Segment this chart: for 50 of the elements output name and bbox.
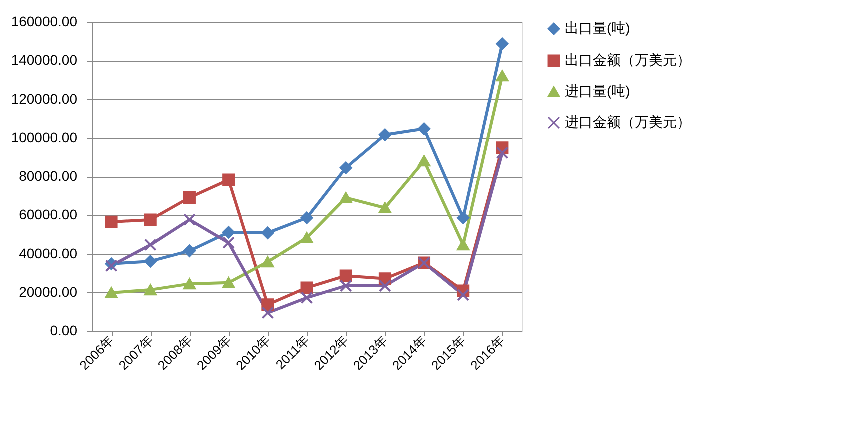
point [378,280,392,292]
y-tick-label: 0.00 [50,322,78,338]
point [144,284,157,296]
point [418,156,431,167]
point [300,292,314,304]
point [183,214,196,226]
y-tick-label: 140000.00 [11,52,78,68]
y-tick-label: 80000.00 [19,168,78,184]
point [222,236,236,250]
point [105,287,118,298]
legend-label: 出口量(吨) [565,20,630,36]
point [144,238,157,252]
point [340,280,352,292]
point [418,122,431,136]
point [262,226,274,240]
point [378,202,392,214]
point [262,306,274,320]
point [262,256,274,268]
point [300,212,314,224]
point [457,212,470,224]
point [183,192,196,204]
point [222,174,236,186]
point [340,270,352,282]
y-tick-label: 20000.00 [19,284,78,300]
point [183,278,196,290]
legend-label: 进口量(吨) [565,83,630,99]
point [105,216,118,228]
point [300,282,314,294]
point [222,277,236,288]
point [144,214,157,226]
y-tick-label: 40000.00 [19,245,78,262]
point [457,240,470,251]
y-tick-label: 100000.00 [11,129,78,146]
point [496,38,509,50]
point [340,192,352,204]
point [183,244,196,258]
y-tick-label: 120000.00 [11,90,78,107]
point [378,128,392,142]
point [340,162,352,174]
y-tick-label: 160000.00 [11,14,78,30]
point [300,232,314,244]
point [262,298,274,312]
point [496,70,509,82]
point [496,146,509,160]
y-tick-label: 60000.00 [19,206,78,223]
point [457,288,470,302]
point [144,255,157,268]
legend-label: 进口金额（万美元） [565,114,691,130]
point [222,226,236,239]
legend-label: 出口金额（万美元） [565,52,691,68]
